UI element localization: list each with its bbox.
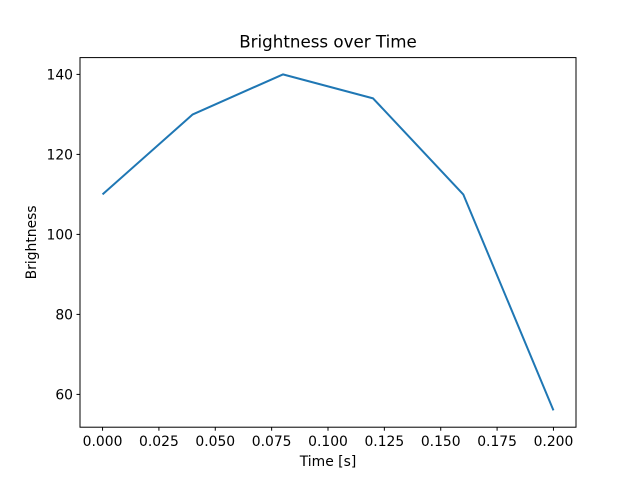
x-tick-label: 0.175 <box>477 434 517 450</box>
y-tick-label: 80 <box>55 307 73 323</box>
plot-area <box>80 57 576 428</box>
x-tick-label: 0.125 <box>364 434 404 450</box>
x-tick-label: 0.075 <box>252 434 292 450</box>
x-tick-label: 0.150 <box>421 434 461 450</box>
x-axis: 0.000 0.025 0.050 0.075 0.100 0.125 0.150 0.175… <box>83 427 574 450</box>
y-tick-label: 120 <box>46 147 73 163</box>
x-tick-label: 0.000 <box>83 434 123 450</box>
y-axis-label: Brightness <box>24 205 40 279</box>
x-tick-label: 0.025 <box>139 434 179 450</box>
x-tick-label: 0.200 <box>534 434 574 450</box>
chart-title: Brightness over Time <box>239 32 417 52</box>
x-axis-label: Time [s] <box>299 454 357 470</box>
y-tick-label: 60 <box>55 387 73 403</box>
y-tick-label: 140 <box>46 67 73 83</box>
x-tick-label: 0.100 <box>308 434 348 450</box>
y-axis: 60 80 100 120 140 <box>46 67 80 403</box>
series-line <box>101 73 555 411</box>
x-tick-label: 0.050 <box>195 434 235 450</box>
axes-spines <box>79 57 577 428</box>
y-tick-label: 100 <box>46 227 73 243</box>
